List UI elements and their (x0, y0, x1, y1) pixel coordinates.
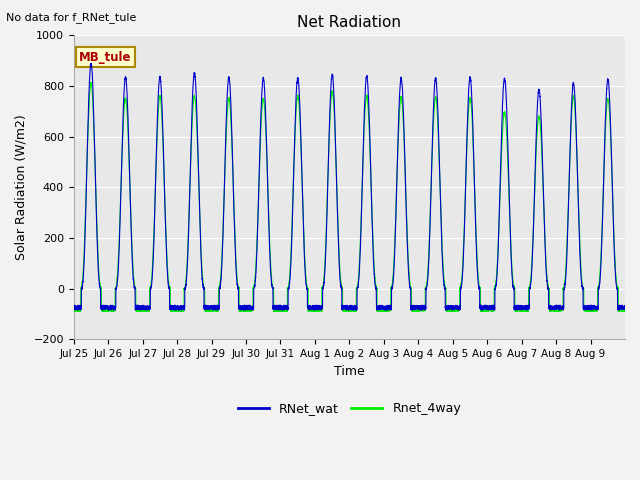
Title: Net Radiation: Net Radiation (298, 15, 401, 30)
Y-axis label: Solar Radiation (W/m2): Solar Radiation (W/m2) (15, 114, 28, 260)
X-axis label: Time: Time (334, 365, 365, 378)
Text: MB_tule: MB_tule (79, 50, 132, 63)
Legend: RNet_wat, Rnet_4way: RNet_wat, Rnet_4way (232, 397, 466, 420)
Text: No data for f_RNet_tule: No data for f_RNet_tule (6, 12, 137, 23)
